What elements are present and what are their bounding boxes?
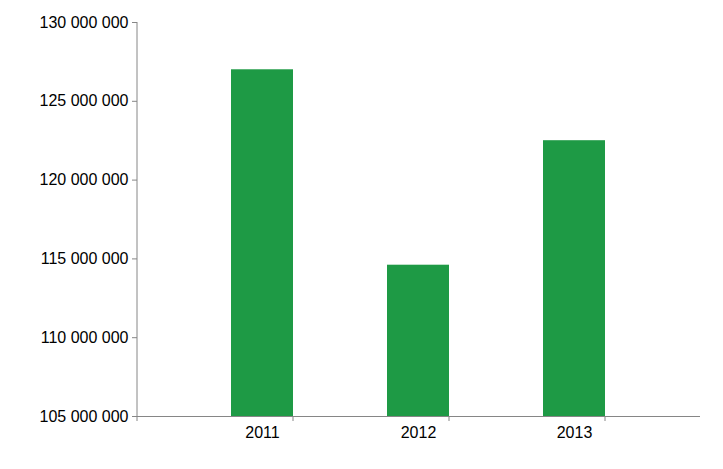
svg-text:120 000 000: 120 000 000	[40, 171, 129, 188]
svg-text:2012: 2012	[401, 424, 437, 441]
svg-text:2011: 2011	[245, 424, 280, 441]
svg-text:2013: 2013	[557, 424, 593, 441]
svg-text:110 000 000: 110 000 000	[41, 329, 129, 346]
svg-text:130 000 000: 130 000 000	[40, 14, 129, 31]
svg-text:105 000 000: 105 000 000	[40, 408, 129, 425]
svg-text:125 000 000: 125 000 000	[40, 92, 129, 109]
svg-text:115 000 000: 115 000 000	[41, 250, 129, 267]
